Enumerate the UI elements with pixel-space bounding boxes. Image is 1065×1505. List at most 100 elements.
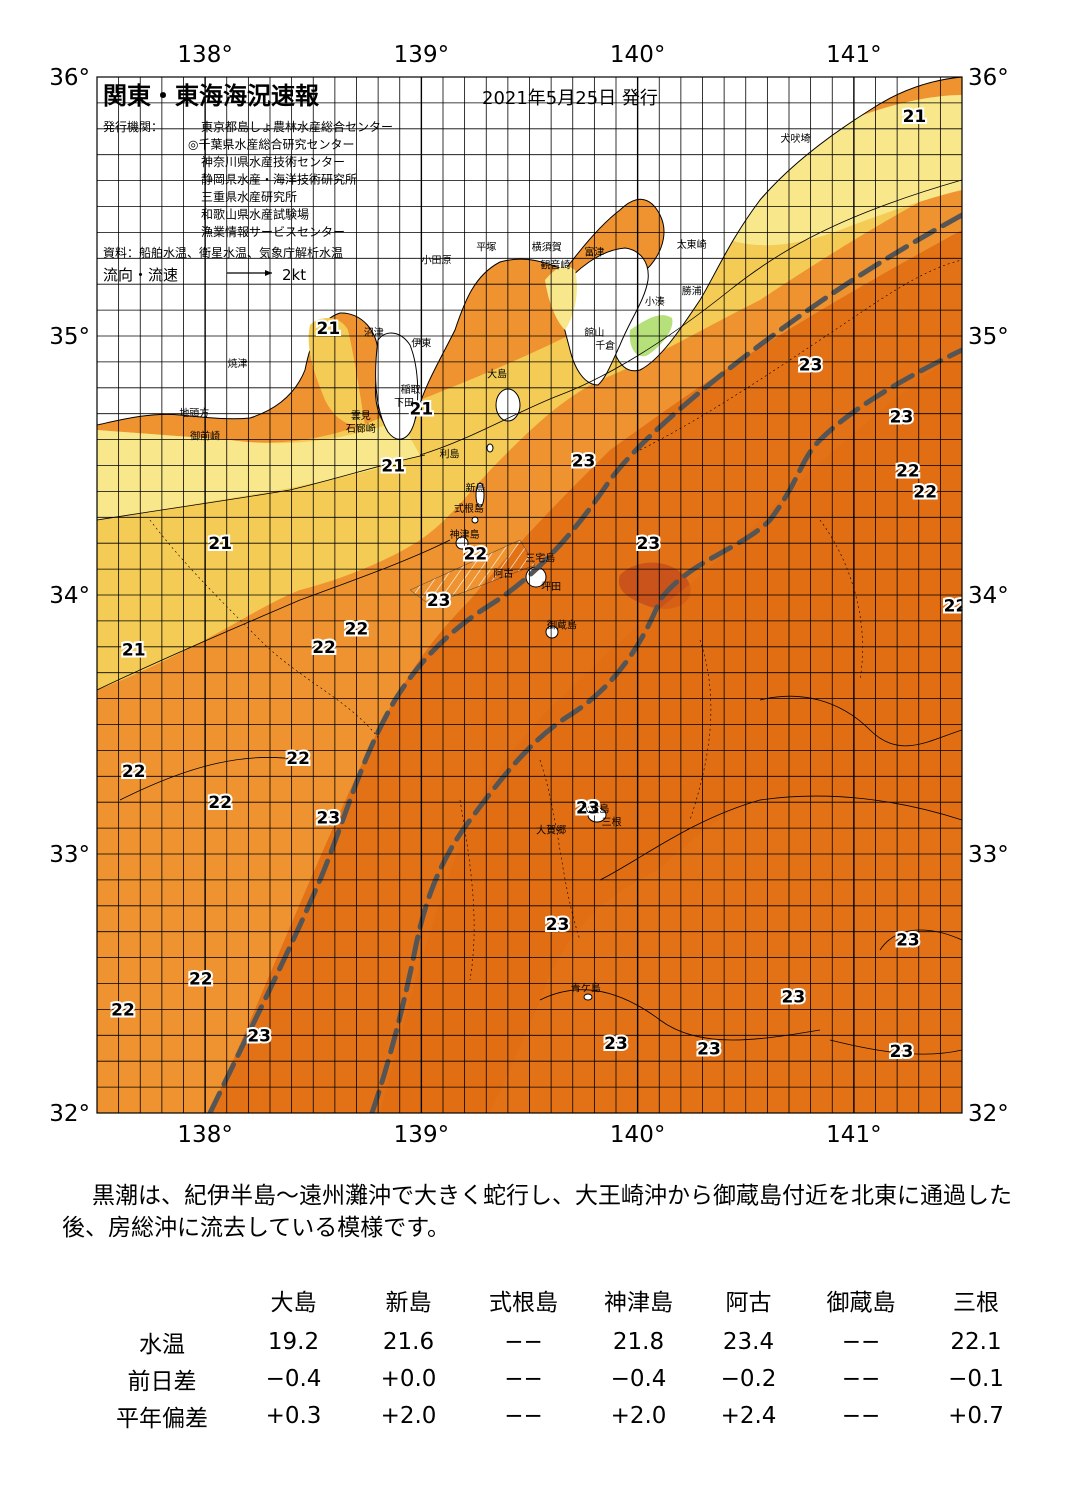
lat-label-right: 33° <box>968 842 1009 868</box>
land-izu <box>375 332 419 440</box>
place-label: 大島 <box>487 367 507 380</box>
place-label: 焼津 <box>228 358 248 370</box>
isotherm-label: 22 <box>286 749 310 769</box>
table-cell: 23.4 <box>722 1328 775 1355</box>
isotherm-label: 21 <box>410 400 434 420</box>
isotherm-label: 22 <box>122 762 146 782</box>
table-cell: −− <box>504 1402 543 1429</box>
place-label: 新島 <box>465 481 485 494</box>
lon-label-bottom: 140° <box>610 1122 665 1148</box>
lat-label-left: 35° <box>49 324 90 350</box>
publisher-label: 発行機関： <box>103 119 163 134</box>
table-cell: +2.0 <box>610 1402 667 1429</box>
lat-lon-grid <box>97 77 962 1113</box>
isotherm-label: 23 <box>247 1026 271 1046</box>
mikurajima-island <box>545 625 559 639</box>
isotherm-label: 22 <box>189 969 213 989</box>
table-cell: 22.1 <box>950 1328 1002 1355</box>
place-label: 小田原 <box>422 254 452 266</box>
isotherm-label: 23 <box>317 809 341 829</box>
isotherm-label: 22 <box>464 545 488 565</box>
land-boso <box>559 247 649 386</box>
isotherm-label: 22 <box>913 482 937 502</box>
niijima-island <box>475 482 485 508</box>
place-label: 利島 <box>439 448 459 461</box>
lon-label-bottom: 141° <box>826 1122 881 1148</box>
current-legend-value: 2kt <box>282 266 306 284</box>
toshima-island <box>486 443 494 453</box>
place-label: 小湊 <box>645 295 665 308</box>
isotherm-label: 23 <box>697 1039 721 1059</box>
table-cell: −0.1 <box>948 1365 1004 1392</box>
lon-label-bottom: 139° <box>394 1122 449 1148</box>
place-label: 犬吠埼 <box>780 132 810 145</box>
place-label: 三根 <box>602 816 622 829</box>
isotherm-label: 22 <box>944 596 968 616</box>
suruga-bay <box>308 318 365 426</box>
col-niijima: 新島 <box>385 1290 432 1316</box>
lat-label-right: 35° <box>968 324 1009 350</box>
isotherm-label: 23 <box>890 1042 914 1062</box>
sst-23-core <box>210 230 962 1113</box>
place-label: 石廊崎 <box>346 422 376 435</box>
lon-label-bottom: 138° <box>177 1122 232 1148</box>
depth-contours <box>149 259 962 981</box>
table-cell: +0.7 <box>948 1402 1004 1429</box>
table-row: 平年偏差 +0.3 +2.0 −− +2.0 +2.4 −− +0.7 <box>88 1397 1031 1434</box>
place-label: 館山 <box>584 326 604 339</box>
isotherm-label: 22 <box>896 462 920 482</box>
kuroshio-axis-inner <box>207 212 962 1113</box>
place-label: 神津島 <box>450 528 480 541</box>
isotherm-label: 21 <box>381 457 405 477</box>
publisher-name: ◎千葉県水産総合研究センター <box>188 137 354 152</box>
map-frame <box>96 76 963 1114</box>
lat-label-left: 32° <box>49 1101 90 1127</box>
current-legend-arrowhead <box>265 270 272 276</box>
lat-label-left: 34° <box>49 583 90 609</box>
row-label: 前日差 <box>127 1368 197 1395</box>
sst-20-zone <box>97 420 420 520</box>
place-label: 御蔵島 <box>547 619 577 632</box>
table-cell: +0.3 <box>265 1402 322 1429</box>
publisher-name: 漁業情報サービスセンター <box>201 225 345 239</box>
col-kozushima: 神津島 <box>604 1290 673 1316</box>
isotherm-label: 23 <box>427 591 451 611</box>
current-legend-label: 流向・流速 <box>103 266 178 284</box>
header-blank <box>88 1283 236 1323</box>
table-cell: −0.2 <box>720 1365 777 1392</box>
isotherm-label: 21 <box>208 534 232 554</box>
table-cell: −− <box>841 1328 881 1355</box>
axis-labels: 138° 138° 139° 139° 140° 140° 141° 141° 36° 36° 35… <box>49 42 1009 1148</box>
place-label: 稲取 <box>401 384 421 396</box>
publisher-name: 静岡県水産・海洋技術研究所 <box>201 172 357 187</box>
table-row: 前日差 −0.4 +0.0 −− −0.4 −0.2 −− −0.1 <box>88 1360 1031 1397</box>
lat-label-left: 36° <box>49 65 90 91</box>
lat-label-right: 32° <box>968 1101 1009 1127</box>
lat-label-right: 34° <box>968 583 1009 609</box>
table-cell: −− <box>504 1328 543 1355</box>
kuroshio-description: 黒潮は、紀伊半島～遠州灘沖で大きく蛇行し、大王崎沖から御蔵島付近を北東に通過した… <box>62 1183 1012 1241</box>
place-label: 地頭方 <box>179 406 209 419</box>
place-label: 下田 <box>394 398 414 409</box>
isotherm-label: 22 <box>208 793 232 813</box>
place-label: 御前崎 <box>190 430 220 443</box>
sea-surface-temperature-map: 2121212121212222222222222222222222232323… <box>49 42 1009 1148</box>
place-label: 八丈島 <box>579 803 609 816</box>
table-cell: +2.4 <box>720 1402 777 1429</box>
table-cell: 21.6 <box>382 1328 435 1355</box>
col-shikinejima: 式根島 <box>489 1290 558 1316</box>
col-ako: 阿古 <box>725 1290 772 1316</box>
table-cell: −− <box>504 1365 543 1392</box>
hachijojima-island <box>587 807 607 823</box>
publisher-name: 和歌山県水産試験場 <box>201 207 309 222</box>
place-label: 千倉 <box>595 339 615 352</box>
table-cell: −− <box>841 1402 881 1429</box>
sst-24-patch <box>618 562 691 609</box>
kuroshio-axis <box>207 212 962 1113</box>
data-source: 資料：船舶水温、衛星水温、気象庁解析水温 <box>103 245 343 260</box>
map-title: 関東・東海海況速報 <box>103 82 320 110</box>
tokyo-bay <box>545 266 577 330</box>
place-label: 太東崎 <box>677 238 707 251</box>
place-label: 三宅島 <box>525 551 555 564</box>
